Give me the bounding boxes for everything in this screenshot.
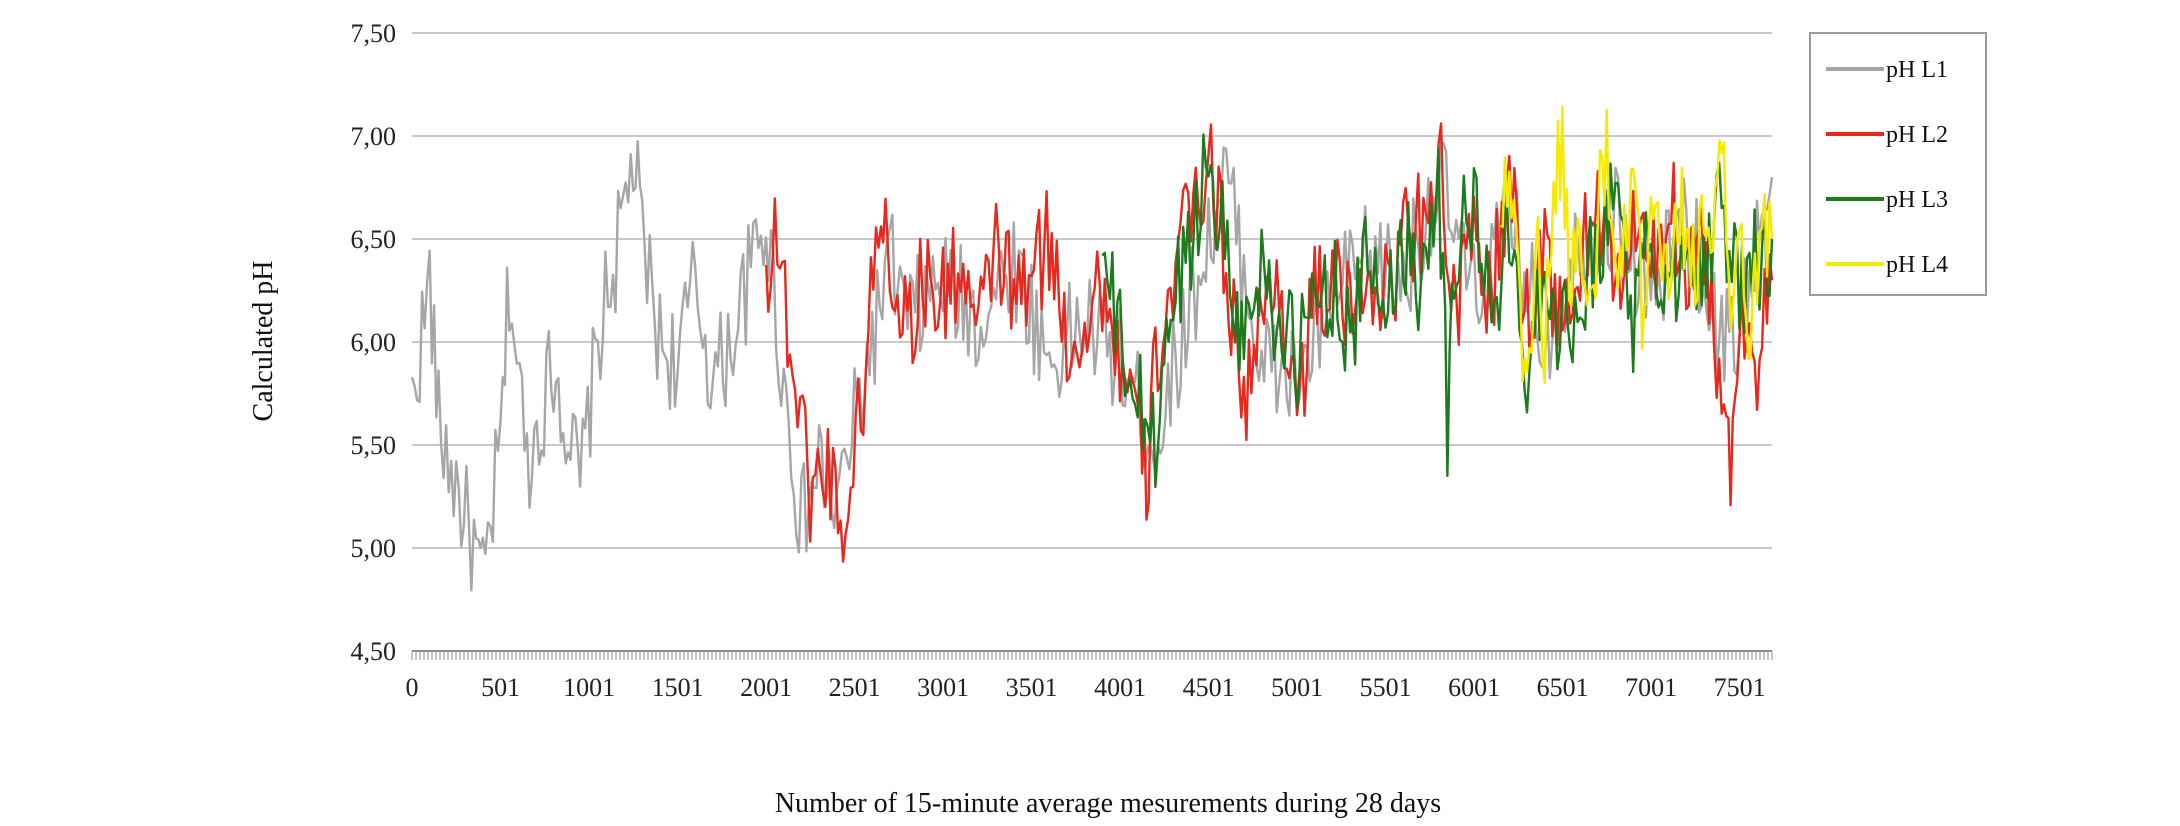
x-tick-label: 3501 bbox=[1006, 673, 1058, 702]
x-tick-label: 7001 bbox=[1625, 673, 1677, 702]
x-tick-label: 5501 bbox=[1360, 673, 1412, 702]
x-tick-label: 2001 bbox=[740, 673, 792, 702]
y-tick-label: 7,00 bbox=[351, 122, 397, 151]
series-layer bbox=[410, 105, 1774, 592]
series-line-ph-l3 bbox=[1101, 133, 1774, 489]
y-tick-label: 5,00 bbox=[351, 534, 397, 563]
y-tick-label: 5,50 bbox=[351, 431, 397, 460]
x-tick-label: 1001 bbox=[563, 673, 615, 702]
x-axis: 0 501 1001 1501 2001 2501 3001 3501 4001 4501 5001… bbox=[406, 650, 1773, 702]
y-tick-label: 6,00 bbox=[351, 328, 397, 357]
x-tick-label: 501 bbox=[481, 673, 520, 702]
legend-box bbox=[1809, 32, 1987, 296]
x-tick-label: 4001 bbox=[1094, 673, 1146, 702]
y-axis: 4,50 5,00 5,50 6,00 6,50 7,00 7,50 bbox=[351, 19, 397, 666]
x-minor-ticks bbox=[411, 651, 1773, 660]
y-tick-label: 6,50 bbox=[351, 225, 397, 254]
gridlines bbox=[412, 32, 1772, 652]
x-tick-label: 7501 bbox=[1714, 673, 1766, 702]
x-tick-label: 6501 bbox=[1537, 673, 1589, 702]
x-tick-label: 0 bbox=[406, 673, 419, 702]
legend: pH L1 pH L2 pH L3 pH L4 bbox=[1809, 32, 1987, 296]
x-tick-label: 1501 bbox=[652, 673, 704, 702]
x-tick-label: 3001 bbox=[917, 673, 969, 702]
y-tick-label: 4,50 bbox=[351, 637, 397, 666]
x-tick-label: 5001 bbox=[1271, 673, 1323, 702]
y-axis-title: Calculated pH bbox=[248, 261, 279, 422]
x-tick-label: 2501 bbox=[829, 673, 881, 702]
legend-label: pH L4 bbox=[1886, 252, 1948, 278]
legend-label: pH L3 bbox=[1886, 187, 1948, 213]
legend-label: pH L1 bbox=[1886, 57, 1948, 83]
series-line-ph-l4 bbox=[1499, 105, 1774, 385]
x-tick-label: 6001 bbox=[1448, 673, 1500, 702]
x-tick-label: 4501 bbox=[1183, 673, 1235, 702]
legend-label: pH L2 bbox=[1886, 122, 1948, 148]
y-tick-label: 7,50 bbox=[351, 19, 397, 48]
x-axis-title: Number of 15-minute average mesurements … bbox=[775, 788, 1441, 819]
